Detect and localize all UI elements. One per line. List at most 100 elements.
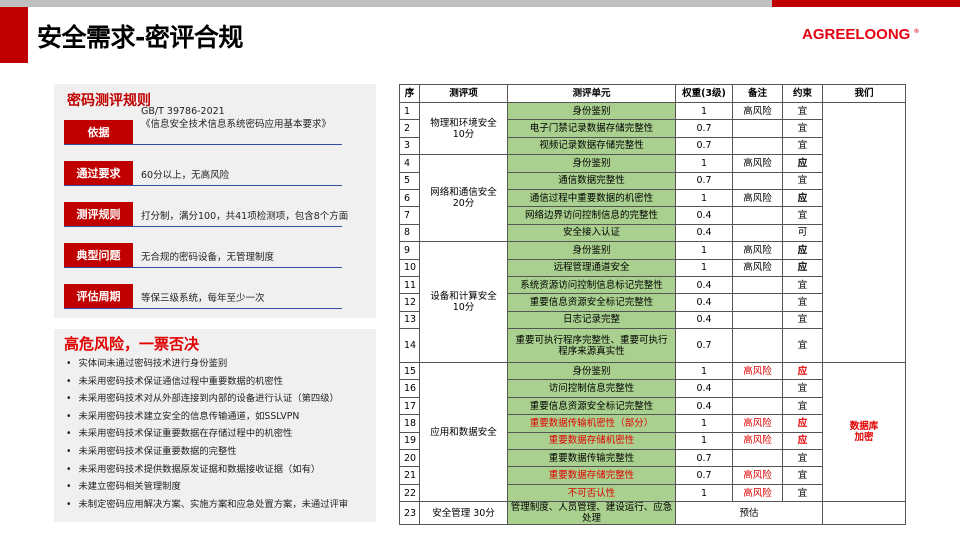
eval-item: 设备和计算安全 10分 [419,241,508,364]
eval-unit: 远程管理通道安全 [507,258,676,277]
row-seq: 3 [399,136,420,156]
title-accent [0,7,28,63]
eval-unit: 重要可执行程序完整性、重要可执行程序来源真实性 [507,328,676,364]
rule-text: GB/T 39786-2021 《信息安全技术信息系统密码应用基本要求》 [141,105,331,131]
remark [732,396,783,416]
column-header: 我们 [822,84,906,103]
weight: 0.7 [675,119,733,138]
remark [732,223,783,243]
top-bar-red [772,0,960,7]
constraint: 宜 [782,310,823,330]
constraint: 宜 [782,119,823,138]
eval-unit: 访问控制信息完整性 [507,379,676,398]
row-seq: 19 [399,431,420,451]
table-row: 21 重要数据存储完整性 0.7 高风险宜 [399,466,906,485]
weight: 1 [675,362,733,381]
remark: 高风险 [732,466,783,485]
weight: 0.7 [675,136,733,156]
risks-title: 高危风险，一票否决 [64,335,200,353]
rule-text-line1: GB/T 39786-2021 [141,106,225,117]
table-row: 13 日志记录完整 0.4 宜 [399,310,906,330]
constraint: 可 [782,223,823,243]
row-seq: 20 [399,449,420,468]
weight: 1 [675,414,733,433]
column-header: 约束 [782,84,823,103]
row-seq: 7 [399,206,420,225]
eval-item: 安全管理 30分 [419,501,508,526]
rule-text: 打分制，满分100，共41项检测项，包含8个方面 [141,211,349,222]
eval-unit: 身份鉴别 [507,362,676,381]
remark: 高风险 [732,188,783,208]
weight: 0.4 [675,310,733,330]
row-seq: 17 [399,396,420,416]
rule-scoring: 测评规则 打分制，满分100，共41项检测项，包含8个方面 [64,202,348,227]
row-seq: 6 [399,188,420,208]
eval-unit: 电子门禁记录数据存储完整性 [507,119,676,138]
eval-unit: 重要数据存储完整性 [507,466,676,485]
row-seq: 2 [399,119,420,138]
remark: 高风险 [732,154,783,173]
remark [732,206,783,225]
risk-item: 未采用密码技术保证通信过程中重要数据的机密性 [66,373,348,391]
remark: 高风险 [732,362,783,381]
rule-label: 评估周期 [64,284,133,308]
table-row: 11 系统资源访问控制信息标记完整性 0.4 宜 [399,275,906,295]
constraint: 应 [782,431,823,451]
column-header: 测评单元 [507,84,676,103]
remark: 高风险 [732,483,783,503]
remark: 高风险 [732,258,783,277]
remark: 高风险 [732,241,783,260]
row-seq: 12 [399,293,420,312]
remark [732,136,783,156]
row-seq: 13 [399,310,420,330]
estimate: 预估 [675,501,823,526]
row-seq: 4 [399,154,420,173]
constraint: 宜 [782,466,823,485]
remark [732,310,783,330]
column-header: 备注 [732,84,783,103]
table-row: 7 网络边界访问控制信息的完整性 0.4 宜 [399,206,906,225]
eval-unit: 日志记录完整 [507,310,676,330]
eval-unit: 重要数据存储机密性 [507,431,676,451]
row-seq: 22 [399,483,420,503]
column-header: 权重(3级) [675,84,733,103]
eval-unit: 身份鉴别 [507,101,676,121]
weight: 0.4 [675,396,733,416]
weight: 1 [675,241,733,260]
eval-unit: 通信过程中重要数据的机密性 [507,188,676,208]
remark [732,275,783,295]
risk-item: 未采用密码技术保证重要数据在存储过程中的机密性 [66,425,348,443]
weight: 0.4 [675,293,733,312]
risk-list: 实体间未通过密码技术进行身份鉴别未采用密码技术保证通信过程中重要数据的机密性未采… [66,355,348,513]
risk-item: 未制定密码应用解决方案、实施方案和应急处置方案，未通过评审 [66,496,348,514]
constraint: 应 [782,188,823,208]
constraint: 应 [782,241,823,260]
risk-item: 未建立密码相关管理制度 [66,478,348,496]
row-seq: 5 [399,171,420,190]
row-seq: 21 [399,466,420,485]
weight: 0.7 [675,466,733,485]
constraint: 宜 [782,483,823,503]
rule-text: 等保三级系统，每年至少一次 [141,293,265,304]
eval-item: 网络和通信安全 20分 [419,154,508,243]
us-column-top [822,101,906,364]
rule-text-line2: 《信息安全技术信息系统密码应用基本要求》 [141,119,332,130]
constraint: 应 [782,414,823,433]
remark: 高风险 [732,431,783,451]
evaluation-table: 序测评项 测评单元 权重(3级) 备注 约束 我们 1 物理和环境安全 10分 身份鉴别 1 高风险… [399,84,906,526]
eval-item: 物理和环境安全 10分 [419,101,508,156]
logo-text: AGREELOONG [802,26,911,43]
constraint: 宜 [782,206,823,225]
eval-unit: 重要数据传输机密性（部分） [507,414,676,433]
rule-text: 60分以上，无高风险 [141,170,230,181]
weight: 1 [675,431,733,451]
table-row: 22 不可否认性 1 高风险宜 [399,483,906,503]
rule-basis: 依据 GB/T 39786-2021 《信息安全技术信息系统密码应用基本要求》 [64,106,342,145]
column-header: 测评项 [419,84,508,103]
table-row: 6 通信过程中重要数据的机密性 1 高风险应 [399,188,906,208]
logo-mark: ® [914,29,919,35]
constraint: 宜 [782,275,823,295]
table-row: 17 重要信息资源安全标记完整性 0.4 宜 [399,396,906,416]
top-bar-gray [0,0,772,7]
weight: 0.4 [675,275,733,295]
